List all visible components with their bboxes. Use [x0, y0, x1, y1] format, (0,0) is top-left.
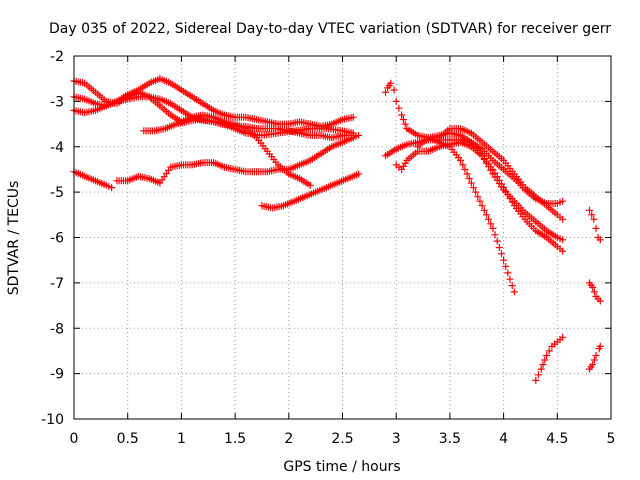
- x-tick-label: 1: [177, 431, 186, 447]
- series-markers: [258, 170, 363, 212]
- series-arc-q: [586, 342, 604, 373]
- y-tick-label: -2: [50, 49, 64, 65]
- series-arc-m: [435, 125, 567, 223]
- x-tick-label: 2.5: [331, 431, 353, 447]
- axis-ticks: 0 0.5 1 1.5 2 2.5 3 3.5 4 4.5 5 -10 -9 -8 -7 -6 -5 -4 -3 -2: [41, 49, 615, 447]
- data-points: [70, 75, 604, 384]
- series-markers: [586, 206, 604, 244]
- chart-title: Day 035 of 2022, Sidereal Day-to-day VTE…: [49, 21, 611, 37]
- series-arc-h: [258, 170, 363, 212]
- y-tick-label: -6: [50, 231, 64, 247]
- x-tick-label: 5: [607, 431, 616, 447]
- series-markers: [113, 131, 363, 187]
- y-tick-label: -4: [50, 140, 64, 156]
- x-tick-label: 3.5: [439, 431, 461, 447]
- x-axis-label: GPS time / hours: [283, 459, 400, 475]
- x-tick-label: 2: [284, 431, 293, 447]
- x-tick-label: 3: [392, 431, 401, 447]
- y-axis-label: SDTVAR / TECUs: [6, 181, 22, 296]
- series-arc-g: [113, 131, 363, 187]
- series-arc-e: [140, 116, 357, 139]
- series-markers: [586, 342, 604, 373]
- y-tick-label: -10: [41, 412, 64, 428]
- series-arc-n: [532, 333, 567, 384]
- x-tick-label: 4: [499, 431, 508, 447]
- x-tick-label: 0.5: [117, 431, 139, 447]
- y-tick-label: -3: [50, 94, 64, 110]
- series-markers: [586, 279, 604, 305]
- series-markers: [156, 75, 357, 130]
- grid-lines: [74, 56, 611, 419]
- series-arc-k: [392, 138, 567, 255]
- series-markers: [392, 138, 567, 255]
- series-markers: [532, 333, 567, 384]
- series-markers: [140, 116, 357, 139]
- series-markers: [70, 168, 116, 192]
- series-arc-p: [586, 279, 604, 305]
- x-tick-label: 1.5: [224, 431, 246, 447]
- y-tick-label: -9: [50, 367, 64, 383]
- y-tick-label: -8: [50, 321, 64, 337]
- series-arc-o: [586, 206, 604, 244]
- x-tick-label: 0: [70, 431, 79, 447]
- x-tick-label: 4.5: [546, 431, 568, 447]
- series-markers: [435, 125, 567, 223]
- series-arc-f: [70, 168, 116, 192]
- y-tick-label: -5: [50, 185, 64, 201]
- y-tick-label: -7: [50, 276, 64, 292]
- series-arc-d: [156, 75, 357, 130]
